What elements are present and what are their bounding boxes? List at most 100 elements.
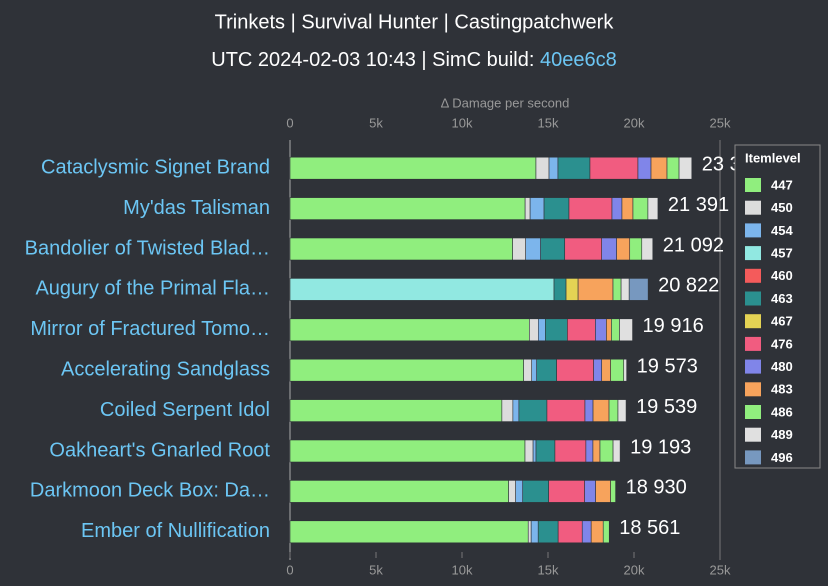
- bar-segment: [568, 197, 613, 220]
- bar-segment: [501, 399, 514, 422]
- x-tick-label-top: 0: [286, 115, 293, 130]
- legend-swatch: [745, 246, 761, 261]
- total-label: 19 916: [643, 315, 704, 337]
- bar-segment: [584, 399, 594, 422]
- legend-label: 486: [771, 404, 793, 419]
- category-label: Cataclysmic Signet Brand: [41, 156, 270, 178]
- category-label: Augury of the Primal Fla…: [35, 278, 270, 300]
- x-tick-label-top: 25k: [710, 115, 731, 130]
- legend-label: 467: [771, 314, 793, 329]
- bar-segment: [535, 156, 550, 180]
- bar-segment: [522, 480, 549, 503]
- legend-swatch: [745, 268, 761, 283]
- bar-segment: [629, 237, 643, 261]
- bar-segment: [620, 278, 630, 301]
- legend-swatch: [745, 223, 761, 238]
- total-label: 19 193: [630, 436, 691, 458]
- bar-segment: [512, 399, 520, 422]
- total-label: 18 561: [619, 517, 680, 539]
- bar-segment: [595, 318, 607, 342]
- category-label: Mirror of Fractured Tomo…: [30, 318, 270, 340]
- total-label: 21 092: [663, 234, 724, 256]
- bar-segment: [637, 156, 652, 180]
- bar-segment: [678, 156, 693, 180]
- bar-segment: [531, 358, 537, 382]
- bar-segment: [523, 358, 533, 382]
- legend-swatch: [745, 359, 761, 374]
- legend-swatch: [745, 450, 761, 465]
- total-label: 19 573: [637, 355, 698, 377]
- bar-segment: [289, 237, 513, 261]
- bar-segment: [524, 439, 534, 463]
- bar-segment: [565, 278, 579, 301]
- category-label: My'das Talisman: [123, 197, 270, 219]
- legend-swatch: [745, 336, 761, 351]
- bar-segment: [289, 197, 526, 220]
- bar-segment: [543, 197, 570, 220]
- legend-swatch: [745, 200, 761, 215]
- bar-segment: [548, 156, 559, 180]
- bar-segment: [621, 197, 634, 220]
- chart-subtitle: UTC 2024-02-03 10:43 | SimC build: 40ee6…: [211, 49, 616, 71]
- bar-segment: [610, 480, 616, 503]
- x-tick-label-top: 15k: [538, 115, 559, 130]
- bar-segment: [601, 237, 617, 261]
- build-link[interactable]: 40ee6c8: [540, 49, 617, 71]
- legend-label: 463: [771, 291, 793, 306]
- category-label: Oakheart's Gnarled Root: [49, 439, 270, 461]
- bar-segment: [529, 318, 539, 342]
- legend-swatch: [745, 178, 761, 192]
- legend-title: Itemlevel: [745, 150, 801, 165]
- bar-segment: [595, 480, 611, 503]
- bar-segment: [567, 318, 596, 342]
- bar-segment: [536, 358, 557, 382]
- legend-label: 489: [771, 427, 793, 442]
- bar-segment: [546, 399, 586, 422]
- bar-segment: [584, 480, 596, 503]
- total-label: 21 391: [668, 194, 729, 216]
- bar-segment: [623, 358, 627, 382]
- bar-segment: [592, 399, 610, 422]
- bar-segment: [289, 156, 537, 180]
- bar-segment: [557, 156, 591, 180]
- bar-segment: [593, 358, 603, 382]
- bar-segment: [535, 439, 556, 463]
- bar-segment: [289, 399, 503, 422]
- bar-segment: [529, 197, 545, 220]
- bar-segment: [616, 237, 631, 261]
- bar-segment: [611, 197, 623, 220]
- bar-segment: [612, 278, 622, 301]
- x-tick-label-top: 5k: [369, 115, 383, 130]
- bar-segment: [602, 520, 610, 544]
- legend-box: [734, 144, 821, 469]
- category-label: Accelerating Sandglass: [61, 358, 270, 380]
- bar-segment: [590, 520, 604, 544]
- x-tick-label-bottom: 5k: [369, 562, 383, 577]
- legend-label: 460: [771, 268, 793, 283]
- bar-segment: [537, 318, 546, 342]
- legend-label: 496: [771, 450, 793, 465]
- total-label: 19 539: [636, 396, 697, 418]
- subtitle-text: UTC 2024-02-03 10:43 | SimC build:: [211, 49, 540, 71]
- bar-segment: [512, 237, 526, 261]
- legend-swatch: [745, 314, 761, 329]
- legend-label: 483: [771, 382, 793, 397]
- category-label: Bandolier of Twisted Blad…: [25, 237, 270, 259]
- bar-segment: [557, 520, 583, 544]
- bar-segment: [581, 520, 592, 544]
- bar-segment: [611, 318, 620, 342]
- bar-segment: [527, 520, 532, 544]
- x-tick-label-bottom: 25k: [710, 562, 731, 577]
- legend-label: 457: [771, 246, 793, 261]
- bar-segment: [608, 399, 619, 422]
- bar-segment: [601, 358, 611, 382]
- bar-segment: [592, 439, 601, 463]
- x-tick-label-top: 20k: [624, 115, 645, 130]
- bar-segment: [666, 156, 680, 180]
- bar-segment: [289, 520, 529, 544]
- legend-label: 450: [771, 200, 793, 215]
- bar-segment: [524, 197, 531, 220]
- x-tick-label-bottom: 10k: [452, 562, 473, 577]
- category-label: Coiled Serpent Idol: [100, 399, 270, 421]
